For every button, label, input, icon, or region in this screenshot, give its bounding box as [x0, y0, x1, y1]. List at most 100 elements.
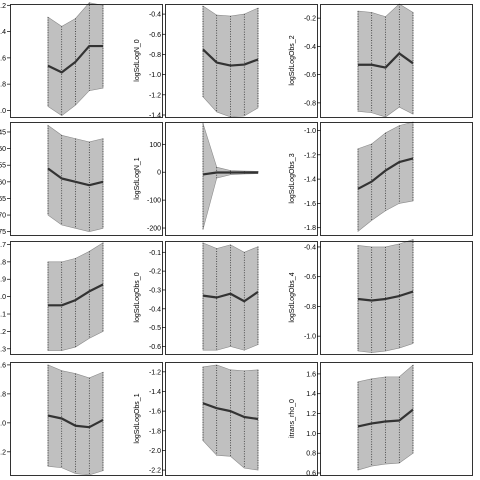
y-tick-label: -0.4 [304, 244, 316, 251]
y-tick-label: -1.45 [0, 129, 6, 136]
y-tick-label: -2.0 [149, 448, 161, 455]
y-tick-label: -8.0 [0, 294, 6, 301]
y-tick-label: -1.75 [0, 229, 6, 236]
y-tick-label: -1.6 [0, 55, 6, 62]
y-tick-label: -1.8 [149, 428, 161, 435]
y-tick-label: -8.2 [0, 329, 6, 336]
panel-frame [10, 241, 163, 355]
chart-panel-logsdlogobs-4: -1.0 -0.8 -0.6 -0.4 logSdLogObs_4 [289, 239, 473, 355]
y-tick-label: -1.0 [0, 420, 6, 427]
y-tick-label: -200 [147, 226, 161, 233]
y-tick-label: -1.2 [149, 369, 161, 376]
y-tick-label: -8.3 [0, 346, 6, 353]
y-tick-label: -1.0 [149, 72, 161, 79]
y-tick-label: -0.2 [304, 16, 316, 23]
median-line [47, 414, 104, 429]
panel-frame [320, 4, 473, 118]
y-tick-label: -1.8 [304, 225, 316, 232]
y-tick-label: -0.1 [149, 250, 161, 257]
median-line [202, 48, 259, 67]
y-tick-label: -1.4 [149, 389, 161, 396]
panel-frame [165, 4, 318, 118]
panel-frame [10, 4, 163, 118]
y-tick-label: -1.4 [149, 112, 161, 119]
y-tick-label: 1.6 [306, 371, 316, 378]
y-tick-label: -1.6 [149, 409, 161, 416]
y-tick-label: 0.8 [306, 451, 316, 458]
panel-frame [320, 241, 473, 355]
y-tick-label: 1.4 [306, 391, 316, 398]
median-line [357, 408, 414, 428]
median-line [202, 402, 259, 421]
panel-frame [10, 122, 163, 236]
y-tick-label: -7.8 [0, 259, 6, 266]
y-tick-label: -7.9 [0, 277, 6, 284]
y-tick-label: -0.6 [149, 32, 161, 39]
y-axis-title: logSdLogObs_4 [289, 272, 296, 322]
chart-panel-logsdlogobs-1: -2.2 -2.0 -1.8 -1.6 -1.4 -1.2 logSdLogObs_1 [134, 362, 318, 476]
y-tick-label: -1.50 [0, 146, 6, 153]
y-tick-label: -2.2 [149, 468, 161, 475]
panel-frame [165, 241, 318, 355]
uncertainty-band [357, 239, 414, 353]
y-axis-title: itrans_rho_0 [289, 399, 296, 438]
chart-panel-logsdlogn-0: -1.4 -1.2 -1.0 -0.8 -0.6 -0.4 logSdLogN_0 [134, 4, 318, 119]
chart-panel-logsdlogobs-3: -1.8 -1.6 -1.4 -1.2 -1.0 logSdLogObs_3 [289, 121, 473, 236]
y-tick-label: -0.6 [0, 362, 6, 369]
chart-panel-logsdlogobs-2: -0.8 -0.6 -0.4 -0.2 logSdLogObs_2 [289, 3, 473, 118]
y-axis-title: logSdLogObs_1 [134, 393, 141, 443]
chart-panel-itrans-rho-0: 0.6 0.8 1.0 1.2 1.4 1.6 itrans_rho_0 [289, 362, 473, 478]
y-tick-label: -1.65 [0, 196, 6, 203]
uncertainty-band [47, 364, 104, 476]
y-tick-label: -0.6 [304, 274, 316, 281]
y-tick-label: -1.8 [0, 82, 6, 89]
chart-panel-logsdlogfsta-0: -1.2-1.0-0.8-0.6logSdLogFsta_0 [0, 362, 163, 476]
median-line [202, 290, 259, 303]
y-tick-label: -1.6 [304, 201, 316, 208]
median-line [47, 167, 104, 187]
uncertainty-band [202, 123, 259, 230]
y-axis-title: logSdLogObs_3 [289, 153, 296, 203]
y-tick-label: -0.3 [149, 287, 161, 294]
y-tick-label: -1.70 [0, 213, 6, 220]
y-tick-label: -1.2 [149, 92, 161, 99]
chart-panel-logfpar-1: -1.75-1.70-1.65-1.60-1.55-1.50-1.45logFp… [0, 122, 163, 236]
y-tick-label: -1.0 [304, 128, 316, 135]
y-tick-label: -0.4 [149, 12, 161, 19]
y-tick-label: -1.4 [0, 29, 6, 36]
chart-panel-logfpar-0: -2.0-1.8-1.6-1.4-1.2logFpar_0 [0, 2, 163, 118]
y-tick-label: -0.5 [149, 325, 161, 332]
y-tick-label: -100 [147, 198, 161, 205]
panel-frame [320, 362, 473, 476]
y-tick-label: -0.8 [0, 391, 6, 398]
median-line [357, 290, 414, 302]
y-tick-label: -0.6 [304, 72, 316, 79]
y-tick-label: 100 [149, 142, 161, 149]
median-line [47, 44, 103, 74]
y-axis-title: logSdLogObs_0 [134, 272, 141, 322]
y-tick-label: -1.4 [304, 177, 316, 184]
y-tick-label: 1.0 [306, 431, 316, 438]
y-tick-label: -0.8 [304, 304, 316, 311]
median-line [358, 52, 414, 69]
panel-frame [10, 362, 163, 476]
panel-frame [165, 362, 318, 476]
y-tick-label: -0.8 [149, 52, 161, 59]
median-line [48, 283, 104, 307]
y-tick-label: -8.1 [0, 312, 6, 319]
y-tick-label: -1.0 [304, 334, 316, 341]
y-tick-label: -0.8 [304, 100, 316, 107]
y-tick-label: -1.60 [0, 179, 6, 186]
y-axis-title: logSdLogObs_2 [289, 35, 296, 85]
y-tick-label: -1.2 [0, 3, 6, 10]
y-tick-label: -0.4 [304, 44, 316, 51]
chart-panel-logfpar-2: -8.3-8.2-8.1-8.0-7.9-7.8-7.7logFpar_2 [0, 241, 163, 355]
y-tick-label: -2.0 [0, 108, 6, 115]
y-tick-label: -1.2 [0, 449, 6, 456]
y-tick-label: -0.4 [149, 306, 161, 313]
y-tick-label: -7.7 [0, 242, 6, 249]
median-line [202, 171, 258, 176]
y-tick-label: -1.55 [0, 163, 6, 170]
y-axis-title: logSdLogN_1 [134, 157, 141, 200]
